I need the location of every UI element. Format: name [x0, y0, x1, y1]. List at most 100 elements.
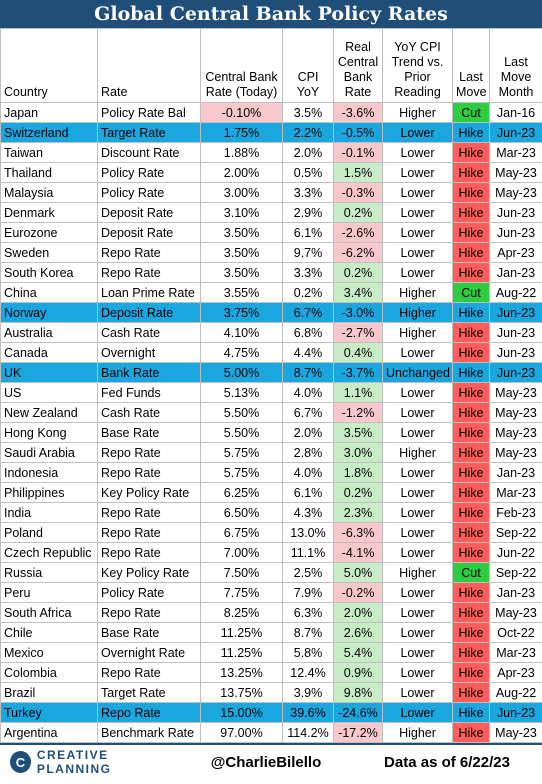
cell-cpi: 6.1% [282, 222, 334, 243]
cell-last-move: Hike [452, 622, 490, 643]
cell-cb-rate: 3.00% [200, 182, 283, 203]
cell-last-move: Hike [452, 382, 490, 403]
cell-real-rate: 1.5% [333, 162, 383, 183]
cell-last-move-month: May-23 [489, 442, 542, 463]
cell-country: Argentina [0, 722, 98, 743]
header-country: Country [0, 28, 98, 103]
cell-rate: Policy Rate [97, 182, 201, 203]
cell-real-rate: -4.1% [333, 542, 383, 563]
cell-real-rate: -1.2% [333, 402, 383, 423]
header-trend: YoY CPI Trend vs. Prior Reading [382, 28, 453, 103]
cell-trend: Lower [382, 222, 453, 243]
cell-last-move: Hike [452, 122, 490, 143]
cell-cpi: 2.0% [282, 142, 334, 163]
cell-cb-rate: 13.75% [200, 682, 283, 703]
cell-country: US [0, 382, 98, 403]
table-row: India Repo Rate 6.50% 4.3% 2.3% Lower Hike Feb-… [0, 502, 542, 523]
cell-trend: Lower [382, 682, 453, 703]
cell-real-rate: 1.1% [333, 382, 383, 403]
table-row: Norway Deposit Rate 3.75% 6.7% -3.0% Higher Hi… [0, 302, 542, 323]
table-row: Hong Kong Base Rate 5.50% 2.0% 3.5% Lower Hike… [0, 422, 542, 443]
cell-last-move-month: May-23 [489, 162, 542, 183]
cell-cpi: 6.3% [282, 602, 334, 623]
cell-cpi: 8.7% [282, 362, 334, 383]
cell-last-move: Hike [452, 602, 490, 623]
cell-real-rate: 0.9% [333, 662, 383, 683]
cell-cpi: 9.7% [282, 242, 334, 263]
cell-last-move-month: Jan-16 [489, 102, 542, 123]
cell-rate: Benchmark Rate [97, 722, 201, 743]
cell-cb-rate: 11.25% [200, 642, 283, 663]
cell-country: Philippines [0, 482, 98, 503]
cell-real-rate: -0.5% [333, 122, 383, 143]
cell-last-move: Hike [452, 142, 490, 163]
cell-real-rate: 3.0% [333, 442, 383, 463]
table-row: Taiwan Discount Rate 1.88% 2.0% -0.1% Lower Hi… [0, 142, 542, 163]
cell-real-rate: -3.7% [333, 362, 383, 383]
cell-cpi: 2.2% [282, 122, 334, 143]
cell-country: Brazil [0, 682, 98, 703]
cell-cb-rate: 8.25% [200, 602, 283, 623]
cell-country: Switzerland [0, 122, 98, 143]
cell-last-move: Hike [452, 702, 490, 723]
cell-country: Malaysia [0, 182, 98, 203]
cell-last-move: Hike [452, 542, 490, 563]
cell-country: Russia [0, 562, 98, 583]
cell-trend: Higher [382, 282, 453, 303]
header-rate: Rate [97, 28, 201, 103]
cell-trend: Lower [382, 662, 453, 683]
cell-cpi: 2.0% [282, 422, 334, 443]
cell-rate: Repo Rate [97, 662, 201, 683]
cell-country: India [0, 502, 98, 523]
cell-last-move-month: May-23 [489, 382, 542, 403]
cell-cpi: 114.2% [282, 722, 334, 743]
cell-last-move-month: May-23 [489, 602, 542, 623]
table-row: Thailand Policy Rate 2.00% 0.5% 1.5% Lower Hik… [0, 162, 542, 183]
cell-cb-rate: 6.50% [200, 502, 283, 523]
cell-rate: Repo Rate [97, 522, 201, 543]
cell-cpi: 11.1% [282, 542, 334, 563]
cell-rate: Loan Prime Rate [97, 282, 201, 303]
cell-last-move-month: Jun-23 [489, 702, 542, 723]
cell-last-move: Hike [452, 182, 490, 203]
cell-cpi: 7.9% [282, 582, 334, 603]
cell-trend: Higher [382, 562, 453, 583]
cell-real-rate: -2.7% [333, 322, 383, 343]
cell-last-move: Cut [452, 102, 490, 123]
header-real-rate: Real Central Bank Rate [333, 28, 383, 103]
table-row: Brazil Target Rate 13.75% 3.9% 9.8% Lower Hike… [0, 682, 542, 703]
table-row: Japan Policy Rate Bal -0.10% 3.5% -3.6% Highe… [0, 102, 542, 123]
cell-country: UK [0, 362, 98, 383]
cell-country: Thailand [0, 162, 98, 183]
cell-rate: Repo Rate [97, 542, 201, 563]
logo-text: CREATIVE PLANNING [36, 748, 112, 776]
cell-rate: Repo Rate [97, 442, 201, 463]
cell-country: Indonesia [0, 462, 98, 483]
cell-cb-rate: 7.75% [200, 582, 283, 603]
table-row: Switzerland Target Rate 1.75% 2.2% -0.5% Lowe… [0, 122, 542, 143]
cell-trend: Higher [382, 722, 453, 743]
cell-cpi: 4.3% [282, 502, 334, 523]
cell-rate: Deposit Rate [97, 202, 201, 223]
table-row: Chile Base Rate 11.25% 8.7% 2.6% Lower Hike Oct… [0, 622, 542, 643]
cell-cb-rate: 3.50% [200, 242, 283, 263]
cell-last-move-month: Mar-23 [489, 642, 542, 663]
cell-cb-rate: 5.00% [200, 362, 283, 383]
cell-rate: Discount Rate [97, 142, 201, 163]
cell-trend: Lower [382, 502, 453, 523]
cell-country: China [0, 282, 98, 303]
cell-last-move: Hike [452, 642, 490, 663]
cell-cb-rate: 2.00% [200, 162, 283, 183]
header-cb-rate: Central Bank Rate (Today) [200, 28, 283, 103]
table-row: Colombia Repo Rate 13.25% 12.4% 0.9% Lower Hik… [0, 662, 542, 683]
cell-cb-rate: 5.75% [200, 462, 283, 483]
cell-cpi: 4.0% [282, 382, 334, 403]
cell-rate: Overnight Rate [97, 642, 201, 663]
cell-country: Eurozone [0, 222, 98, 243]
cell-trend: Lower [382, 242, 453, 263]
cell-last-move-month: Jan-23 [489, 262, 542, 283]
cell-cb-rate: 5.50% [200, 422, 283, 443]
cell-last-move-month: Sep-22 [489, 562, 542, 583]
cell-real-rate: 2.3% [333, 502, 383, 523]
cell-real-rate: 0.4% [333, 342, 383, 363]
